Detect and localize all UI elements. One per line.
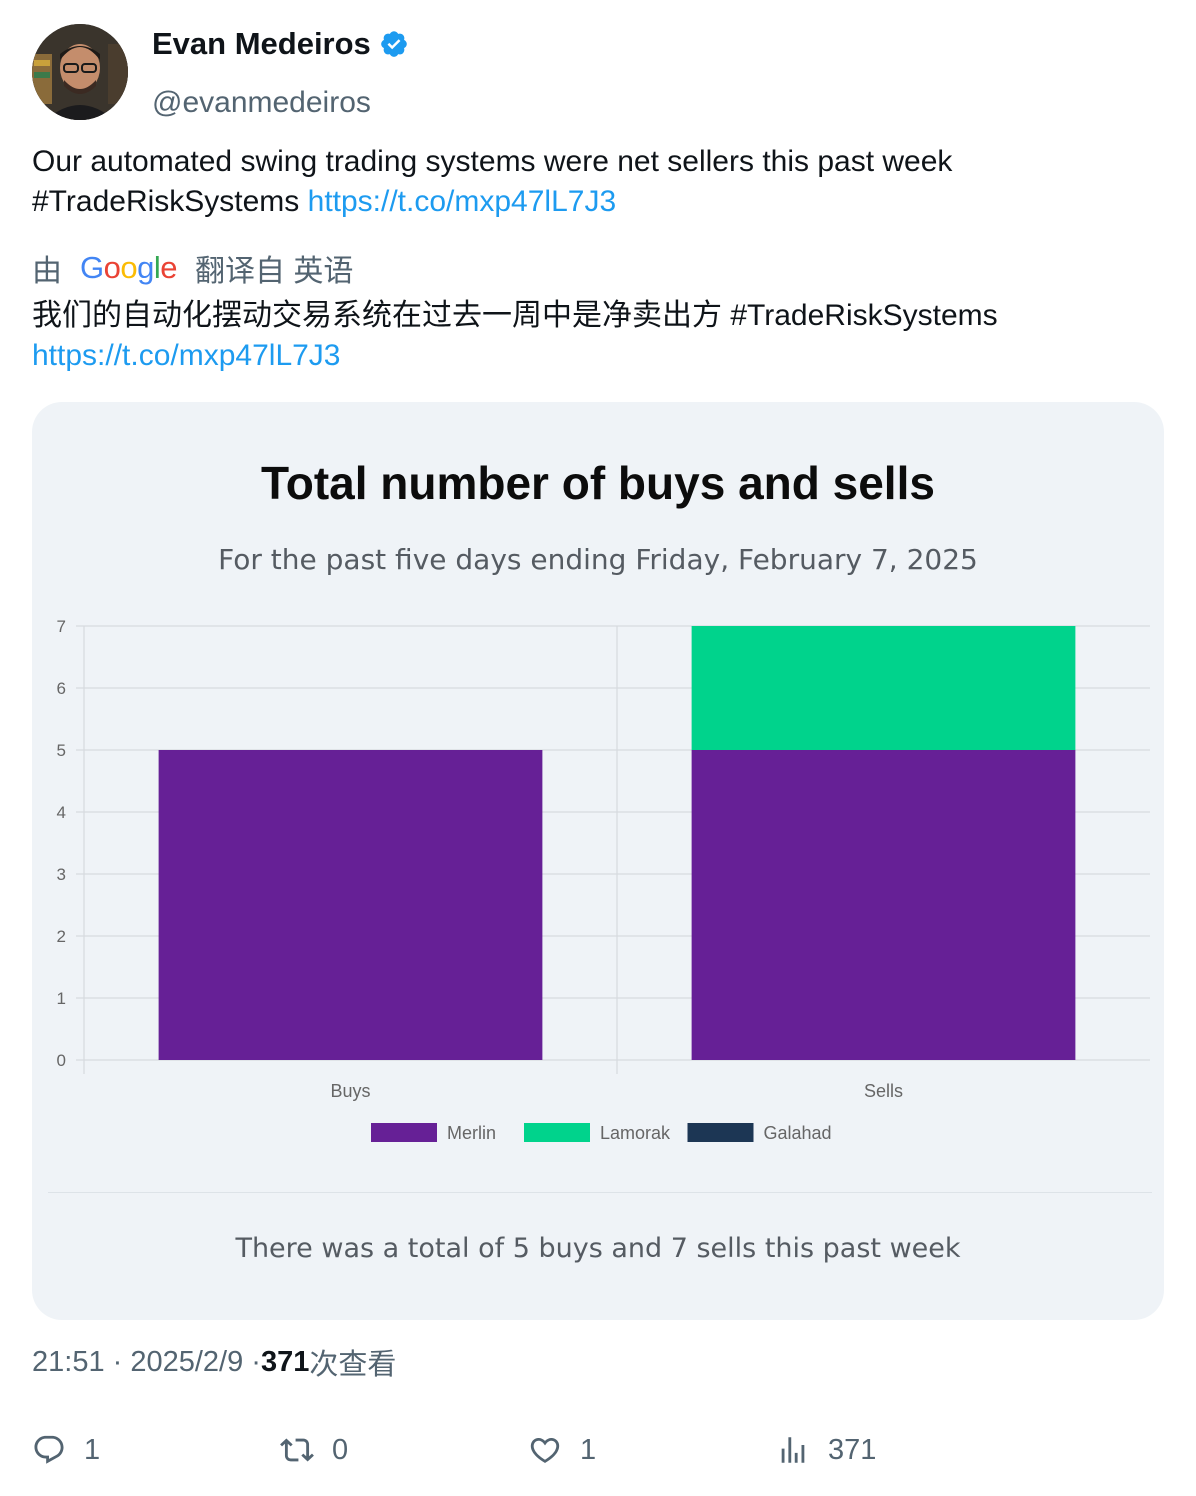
translated-text: 我们的自动化摆动交易系统在过去一周中是净卖出方 #TradeRiskSystem…: [32, 296, 1164, 376]
chart-subtitle: For the past five days ending Friday, Fe…: [0, 543, 1196, 576]
legend-label-galahad: Galahad: [764, 1123, 832, 1143]
legend-label-lamorak: Lamorak: [600, 1123, 671, 1143]
heart-icon: [528, 1433, 562, 1467]
y-tick-label: 0: [57, 1051, 66, 1070]
y-tick-label: 1: [57, 989, 66, 1008]
y-tick-label: 4: [57, 803, 66, 822]
retweet-count: 0: [332, 1434, 348, 1467]
author-name[interactable]: Evan Medeiros: [152, 26, 371, 62]
verified-badge-icon: [379, 29, 409, 59]
retweet-button[interactable]: 0: [280, 1428, 348, 1472]
translated-link[interactable]: https://t.co/mxp47lL7J3: [32, 339, 341, 372]
reply-icon: [32, 1433, 66, 1467]
reply-count: 1: [84, 1434, 100, 1467]
translated-body: 我们的自动化摆动交易系统在过去一周中是净卖出方 #TradeRiskSystem…: [32, 299, 998, 332]
legend-label-merlin: Merlin: [447, 1123, 496, 1143]
y-tick-label: 3: [57, 865, 66, 884]
view-count-label: 次查看: [309, 1341, 396, 1383]
y-tick-label: 5: [57, 741, 66, 760]
y-tick-label: 6: [57, 679, 66, 698]
tweet-text: Our automated swing trading systems were…: [32, 142, 1164, 222]
avatar[interactable]: [32, 24, 128, 120]
analytics-icon: [776, 1433, 810, 1467]
legend-swatch-lamorak: [524, 1123, 590, 1142]
y-tick-label: 7: [57, 617, 66, 636]
view-count: 371: [261, 1346, 309, 1379]
translation-prefix: 由: [32, 246, 62, 290]
card-footer: There was a total of 5 buys and 7 sells …: [0, 1233, 1196, 1264]
card-divider: [48, 1192, 1152, 1193]
google-logo[interactable]: Google: [80, 250, 177, 286]
translation-attribution: 由 Google 翻译自 英语: [32, 248, 353, 288]
action-bar: 1 0 1 371: [32, 1428, 1164, 1472]
legend-swatch-merlin: [371, 1123, 437, 1142]
retweet-icon: [280, 1433, 314, 1467]
legend-swatch-galahad: [688, 1123, 754, 1142]
x-tick-label: Buys: [330, 1081, 370, 1101]
like-button[interactable]: 1: [528, 1428, 596, 1472]
author-name-row[interactable]: Evan Medeiros: [152, 24, 409, 64]
analytics-count: 371: [828, 1434, 876, 1467]
tweet-header: Evan Medeiros @evanmedeiros: [32, 24, 1164, 120]
reply-button[interactable]: 1: [32, 1428, 100, 1472]
like-count: 1: [580, 1434, 596, 1467]
tweet-timestamp[interactable]: 21:51 · 2025/2/9 ·: [32, 1346, 261, 1379]
bar-buys-merlin: [159, 750, 543, 1060]
author-handle[interactable]: @evanmedeiros: [152, 86, 371, 120]
y-tick-label: 2: [57, 927, 66, 946]
chart-title: Total number of buys and sells: [0, 456, 1196, 510]
tweet-meta: 21:51 · 2025/2/9 · 371 次查看: [32, 1342, 396, 1382]
translation-suffix: 翻译自 英语: [195, 246, 353, 290]
views-button[interactable]: 371: [776, 1428, 876, 1472]
bar-sells-lamorak: [692, 626, 1076, 750]
x-tick-label: Sells: [864, 1081, 903, 1101]
bar-sells-merlin: [692, 750, 1076, 1060]
tweet-link[interactable]: https://t.co/mxp47lL7J3: [308, 185, 617, 218]
